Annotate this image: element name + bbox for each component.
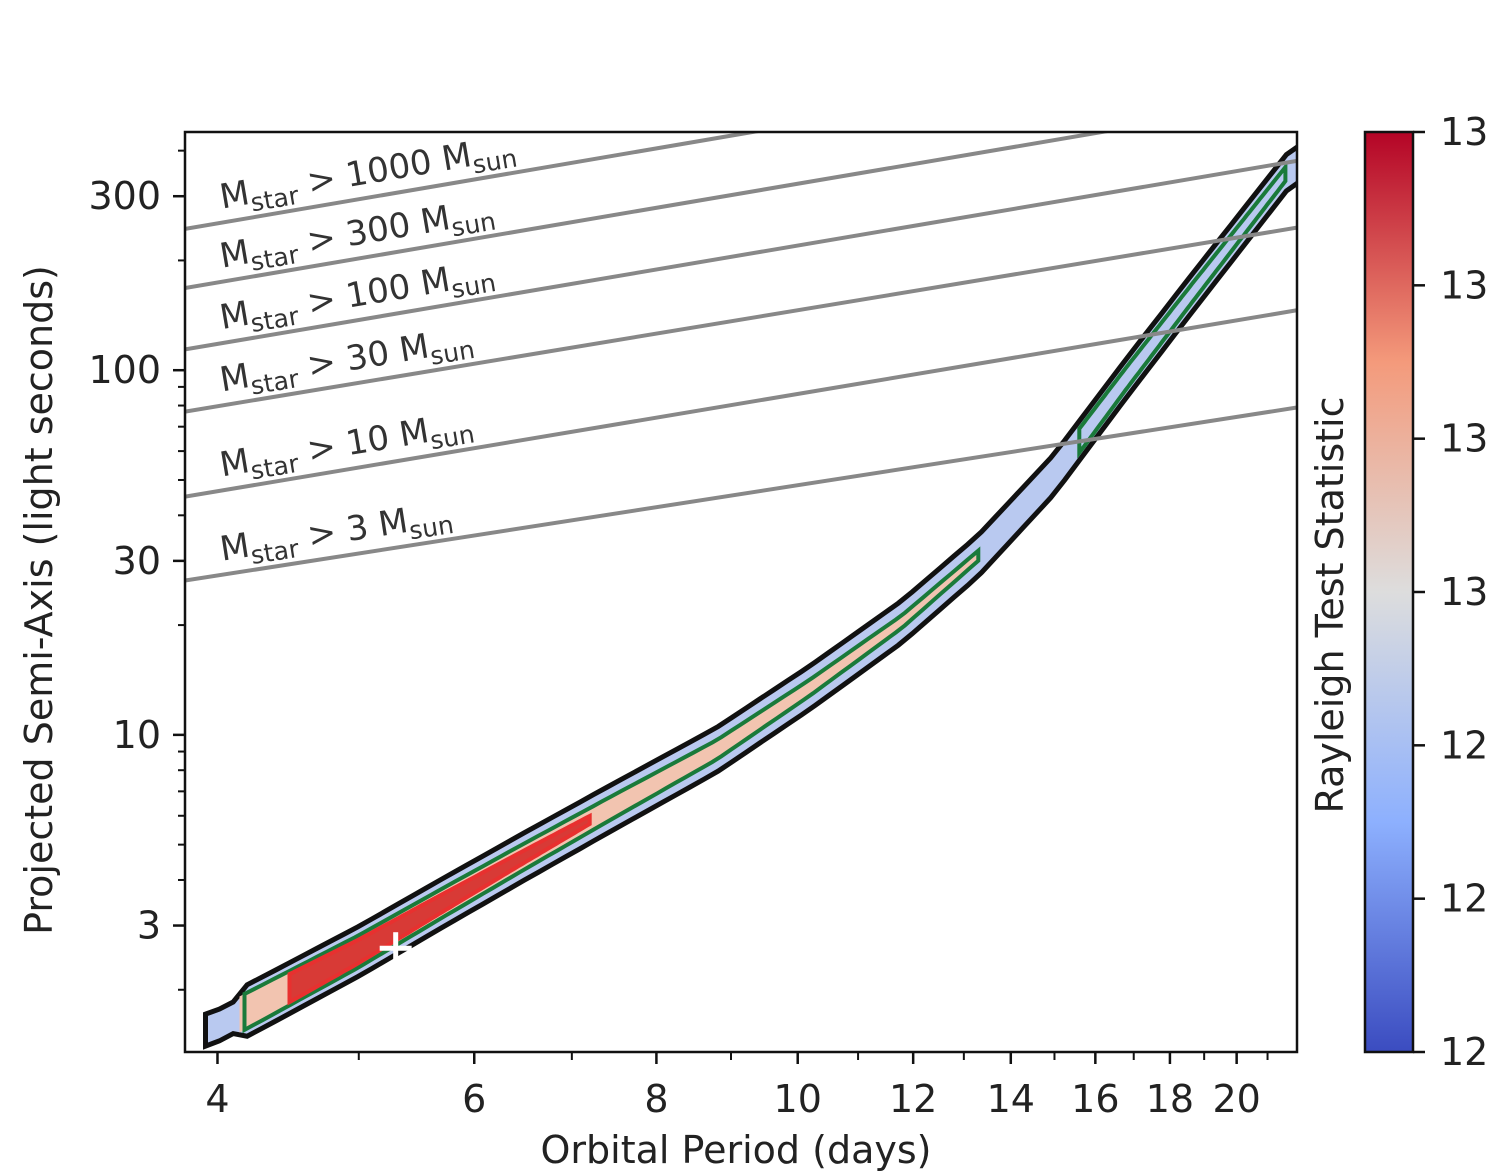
colorbar-gradient xyxy=(1363,130,1415,1054)
colorbar-ticks: 12 12 12 13 13 13 13 xyxy=(1413,110,1488,1074)
y-axis-title: Projected Semi-Axis (light seconds) xyxy=(17,265,61,935)
x-tick-label: 14 xyxy=(987,1077,1035,1121)
y-tick-label: 300 xyxy=(88,174,161,218)
x-tick-label: 16 xyxy=(1071,1077,1119,1121)
y-tick-label: 30 xyxy=(113,539,161,583)
red-contour xyxy=(287,812,592,1006)
x-tick-label: 10 xyxy=(774,1077,822,1121)
y-tick-label: 100 xyxy=(88,348,161,392)
mass-limit-line xyxy=(185,132,765,231)
mass-limit-line xyxy=(185,132,1114,291)
mass-limit-line xyxy=(185,225,1297,414)
y-tick-label: 10 xyxy=(113,713,161,757)
colorbar-tick-label: 13 xyxy=(1440,110,1488,154)
mass-limit-lines xyxy=(185,132,1297,583)
colorbar-tick-label: 13 xyxy=(1440,417,1488,461)
colorbar: 12 12 12 13 13 13 13 Rayleigh Test Statistic xyxy=(1308,110,1488,1074)
y-tick-label: 3 xyxy=(137,904,161,948)
colorbar-tick-label: 13 xyxy=(1440,570,1488,614)
colorbar-tick-label: 12 xyxy=(1440,723,1488,767)
colorbar-tick-label: 12 xyxy=(1440,1030,1488,1074)
colorbar-tick-label: 13 xyxy=(1440,263,1488,307)
x-tick-label: 6 xyxy=(462,1077,486,1121)
x-tick-label: 4 xyxy=(205,1077,229,1121)
green-contour-upper xyxy=(1077,161,1288,459)
x-tick-label: 20 xyxy=(1212,1077,1260,1121)
y-axis-ticks: 3 10 30 100 300 xyxy=(88,149,185,991)
heatmap-layer xyxy=(203,144,1297,1050)
mass-limit-line xyxy=(185,158,1297,352)
x-tick-label: 18 xyxy=(1146,1077,1194,1121)
mass-limit-line xyxy=(185,308,1297,499)
colorbar-tick-label: 12 xyxy=(1440,877,1488,921)
plot-frame xyxy=(183,130,1299,1054)
best-fit-marker-layer xyxy=(379,932,412,965)
x-axis-title: Orbital Period (days) xyxy=(541,1128,932,1172)
x-tick-label: 8 xyxy=(644,1077,668,1121)
x-tick-label: 12 xyxy=(889,1077,937,1121)
x-axis-ticks: 4 6 8 10 12 14 16 18 20 xyxy=(205,1052,1269,1121)
mass-limit-line xyxy=(185,405,1297,583)
colorbar-label: Rayleigh Test Statistic xyxy=(1308,397,1352,814)
green-contour xyxy=(242,546,981,1034)
